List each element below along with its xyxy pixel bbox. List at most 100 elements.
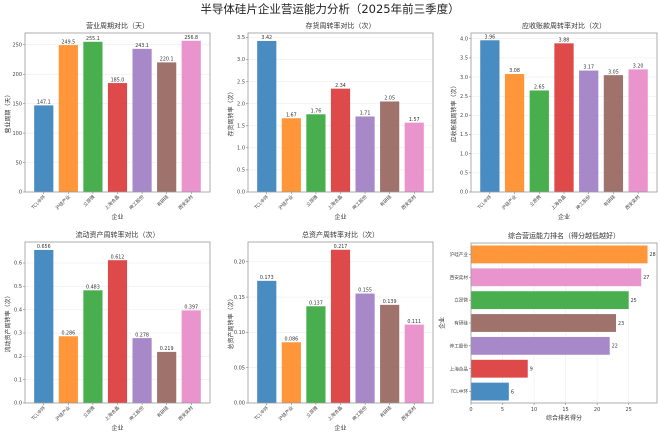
x-tick-label: 有研硅 <box>602 193 617 208</box>
bar <box>107 83 128 192</box>
y-tick-label: 西安奕材 <box>450 274 469 281</box>
bar <box>404 122 424 192</box>
chart-panel-3: 应收账款周转率对比（次） 0.0 0.5 1.0 1.5 2.0 2.5 3.0 3.5 4.0 3… <box>450 21 658 221</box>
x-tick-label: 沪硅产业 <box>54 404 72 422</box>
bar <box>471 382 509 401</box>
data-label: 2.34 <box>335 83 346 89</box>
y-tick-label: 2.0 <box>460 113 468 119</box>
x-tick-label: 5 <box>501 407 504 413</box>
chart-panel-5: 总资产周转率对比（次） 0.00 0.05 0.10 0.15 0.20 0.173 TCL中… <box>227 230 434 432</box>
bar <box>107 260 128 403</box>
y-tick-label: 0.0 <box>237 190 245 196</box>
x-tick-label: TCL中环 <box>252 404 270 422</box>
data-label: 25 <box>631 298 637 304</box>
data-label: 256.8 <box>184 35 198 41</box>
bar <box>58 336 78 403</box>
data-label: 249.5 <box>61 39 75 45</box>
axes-frame <box>24 32 211 193</box>
x-tick-label: 西安奕材 <box>400 404 418 422</box>
y-tick-label: 0.10 <box>234 330 245 336</box>
axes-frame <box>24 241 211 404</box>
y-tick-label: 0.6 <box>14 261 22 267</box>
y-tick-label: 3.0 <box>460 75 468 81</box>
bar <box>34 105 54 192</box>
y-tick-label: TCL中环 <box>450 388 469 395</box>
data-label: 2.65 <box>534 85 545 91</box>
data-label: 0.612 <box>111 254 125 260</box>
chart-title: 综合营运能力排名（得分越低越好） <box>508 231 620 240</box>
y-tick-label: 0 <box>19 190 22 196</box>
y-tick-label: 0.05 <box>234 365 245 371</box>
x-tick-label: 0 <box>469 407 472 413</box>
y-tick-label: 0.5 <box>237 168 245 174</box>
data-label: 0.278 <box>135 332 149 338</box>
y-tick-label: 200 <box>12 72 22 78</box>
bar <box>330 88 351 192</box>
bar <box>471 336 610 355</box>
data-label: 0.656 <box>37 244 51 250</box>
x-tick-label: 神工股份 <box>351 404 369 422</box>
x-tick-label: TCL中环 <box>252 193 270 211</box>
y-tick-label: 立昂微 <box>454 297 468 304</box>
bar <box>480 40 500 193</box>
y-tick-label: 4.0 <box>460 36 468 42</box>
bar <box>554 43 574 193</box>
bar <box>132 48 152 192</box>
bar <box>579 70 599 192</box>
x-tick-label: 立昂微 <box>305 404 320 419</box>
data-label: 147.1 <box>37 100 51 106</box>
data-label: 1.57 <box>409 117 420 123</box>
y-axis-label: 流动资产周转率（次） <box>4 292 12 352</box>
bar <box>257 280 277 403</box>
data-label: 3.96 <box>485 34 496 40</box>
y-tick-label: 0.0 <box>14 401 22 407</box>
data-label: 0.155 <box>358 288 372 294</box>
bar <box>330 249 351 403</box>
y-tick-label: 0.5 <box>460 171 468 177</box>
x-tick-label: 立昂微 <box>528 193 543 208</box>
x-tick-label: 15 <box>562 407 568 413</box>
x-tick-label: 沪硅产业 <box>500 193 518 211</box>
y-tick-label: 1.0 <box>237 146 245 152</box>
data-label: 255.1 <box>86 36 100 42</box>
chart-title: 存货周转率对比（次） <box>306 21 376 30</box>
y-tick-label: 0.5 <box>14 284 22 290</box>
chart-title: 应收账款周转率对比（次） <box>522 21 606 30</box>
y-axis-label: 总资产周转率（次） <box>227 295 235 349</box>
data-label: 0.139 <box>383 299 397 305</box>
chart-title: 总资产周转率对比（次） <box>302 230 379 239</box>
y-tick-label: 100 <box>12 131 22 137</box>
y-tick-label: 1.0 <box>460 151 468 157</box>
x-tick-label: 上海合晶 <box>103 193 121 211</box>
y-tick-label: 250 <box>12 42 22 48</box>
bar <box>471 314 617 332</box>
x-tick-label: TCL中环 <box>29 404 47 422</box>
y-tick-label: 1.5 <box>237 123 245 129</box>
bar <box>157 351 177 403</box>
x-tick-label: 神工股份 <box>574 193 592 211</box>
y-tick-label: 3.5 <box>460 56 468 62</box>
data-label: 3.05 <box>608 69 619 75</box>
x-tick-label: 神工股份 <box>128 404 146 422</box>
data-label: 0.483 <box>86 285 100 291</box>
y-tick-label: 沪硅产业 <box>450 251 469 258</box>
data-label: 0.111 <box>407 319 421 325</box>
x-tick-label: 沪硅产业 <box>277 193 295 211</box>
data-label: 3.20 <box>633 64 644 70</box>
x-tick-label: 上海合晶 <box>103 404 121 422</box>
chart-panel-4: 流动资产周转率对比（次） 0.0 0.1 0.2 0.3 0.4 0.5 0.6 0.656 TC… <box>4 230 211 432</box>
data-label: 3.08 <box>509 68 520 74</box>
x-tick-label: 立昂微 <box>82 193 97 208</box>
x-tick-label: 立昂微 <box>305 193 320 208</box>
x-tick-label: 25 <box>625 407 631 413</box>
data-label: 0.137 <box>309 300 323 306</box>
x-tick-label: 立昂微 <box>82 404 97 419</box>
y-tick-label: 1.5 <box>460 132 468 138</box>
x-tick-label: 有研硅 <box>155 193 170 208</box>
y-tick-label: 0.20 <box>234 259 245 265</box>
bar <box>471 268 642 287</box>
x-tick-label: 有研硅 <box>378 193 393 208</box>
axes-frame <box>470 242 658 404</box>
y-tick-label: 0.00 <box>234 401 245 407</box>
x-tick-label: 西安奕材 <box>177 404 195 422</box>
